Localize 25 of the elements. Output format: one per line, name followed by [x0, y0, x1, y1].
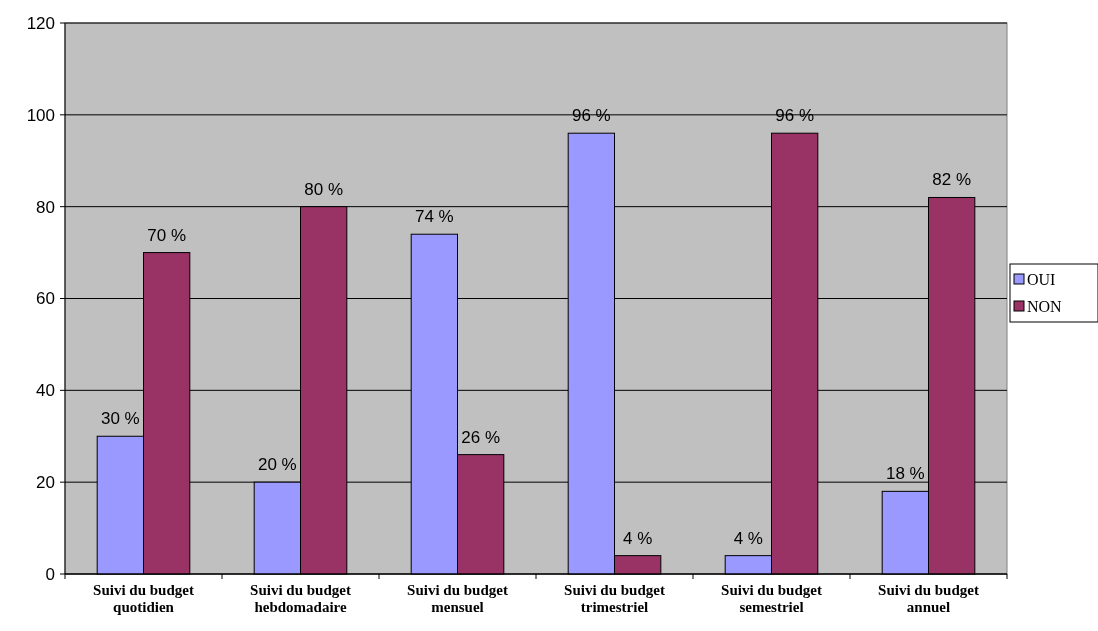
data-label: 30 % — [100, 409, 140, 429]
data-label: 80 % — [304, 179, 344, 199]
data-label: 70 % — [147, 225, 187, 245]
x-tick-label: Suivi du budget semestriel — [721, 582, 822, 615]
x-tick-label: Suivi du budget hebdomadaire — [250, 582, 351, 615]
data-label: 18 % — [885, 464, 925, 484]
y-tick-label: 120 — [26, 13, 55, 33]
y-tick-label: 20 — [36, 473, 55, 493]
data-label: 74 % — [414, 207, 454, 227]
legend-label: NON — [1027, 297, 1063, 315]
y-tick-label: 80 — [36, 197, 55, 217]
x-tick-label: Suivi du budget mensuel — [407, 582, 508, 615]
data-label: 82 % — [932, 170, 972, 190]
x-tick-label: Suivi du budget trimestriel — [564, 582, 665, 615]
data-label: 20 % — [257, 455, 297, 475]
data-label: 26 % — [461, 427, 501, 447]
x-tick-label: Suivi du budget annuel — [878, 582, 979, 615]
x-tick-label: Suivi du budget quotidien — [93, 582, 194, 615]
legend-label: OUI — [1027, 270, 1056, 288]
data-label: 4 % — [623, 528, 653, 548]
y-tick-label: 60 — [36, 289, 55, 309]
y-tick-label: 100 — [26, 105, 55, 125]
y-tick-label: 0 — [45, 564, 55, 584]
y-tick-label: 40 — [36, 381, 55, 401]
data-label: 4 % — [733, 528, 763, 548]
